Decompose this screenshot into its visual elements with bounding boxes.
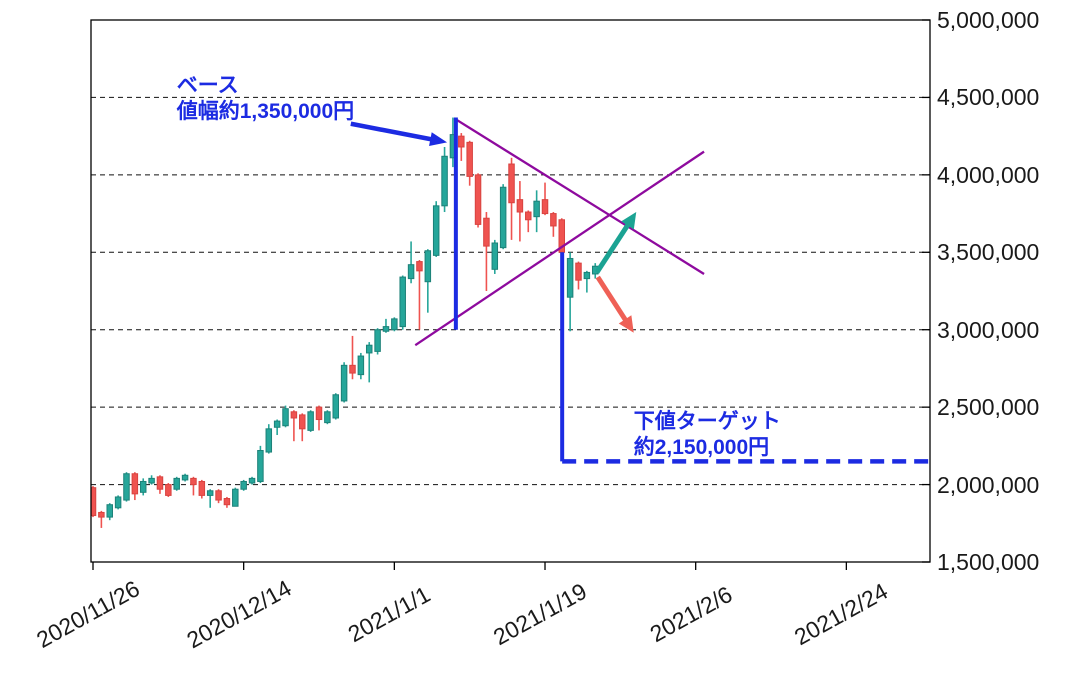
candle-body (114, 496, 122, 509)
candle-body (541, 199, 549, 215)
candle-body (173, 477, 180, 490)
bullish-breakout-arrow (594, 212, 637, 274)
candle-body (198, 480, 206, 496)
candle-body (273, 420, 281, 428)
candle-body (98, 511, 105, 518)
candle-body (148, 477, 155, 484)
candle-body (466, 141, 473, 177)
candle-body (407, 264, 415, 280)
candle-body (508, 163, 515, 204)
candle-body (232, 488, 239, 507)
candle-body (324, 411, 331, 424)
y-axis-tick-label: 2,500,000 (937, 394, 1040, 421)
candle-body (566, 257, 574, 298)
annotation-target-label: 下値ターゲット 約2,150,000円 (634, 409, 781, 461)
candle-body (499, 186, 507, 249)
candle-body (290, 411, 298, 419)
y-axis-tick-label: 4,000,000 (937, 161, 1040, 188)
candle-body (181, 474, 189, 481)
candle-body (374, 329, 381, 352)
candle-body (583, 271, 591, 280)
candle-body (265, 428, 273, 453)
candle-body (156, 476, 164, 490)
candle-body (416, 261, 423, 272)
candle-body (533, 200, 540, 218)
candle-body (131, 473, 139, 495)
candle-body (382, 326, 390, 332)
candle-body (525, 211, 532, 221)
triangle-support-line (414, 150, 705, 347)
annotation-target-title: 下値ターゲット (633, 410, 781, 433)
candle-body (248, 477, 256, 484)
candlestick-series (91, 117, 599, 528)
y-axis-tick-label: 3,000,000 (937, 316, 1040, 343)
candle-body (282, 408, 289, 427)
candle-body (365, 344, 373, 354)
candle-body (139, 480, 147, 493)
plot-border (90, 19, 931, 563)
candle-body (575, 262, 582, 281)
y-axis-tick-label: 3,500,000 (937, 239, 1040, 266)
candle-body (91, 487, 97, 517)
candle-body (240, 480, 247, 490)
candle-body (349, 364, 356, 374)
candle-body (424, 250, 432, 283)
candle-body (106, 504, 113, 518)
bearish-breakdown-arrow (595, 275, 634, 333)
candle-body (190, 477, 197, 486)
annotation-base-value: 値幅約1,350,000円 (176, 99, 355, 123)
candle-body (299, 414, 306, 430)
candle-body (483, 217, 490, 247)
y-axis-tick-label: 5,000,000 (937, 7, 1040, 33)
candle-body (257, 450, 264, 482)
candle-body (307, 411, 314, 431)
candle-body (391, 318, 398, 331)
candle-body (215, 490, 222, 501)
candle-body (432, 205, 440, 256)
candle-body (223, 498, 231, 506)
annotation-base-label: ベース 値幅約1,350,000円 (177, 73, 354, 125)
candle-body (206, 490, 214, 496)
y-axis-tick-label: 1,500,000 (937, 549, 1040, 575)
annotation-target-value: 約2,150,000円 (633, 436, 770, 459)
candle-body (357, 355, 365, 376)
candle-body (441, 155, 448, 207)
y-axis-tick-label: 2,000,000 (937, 471, 1040, 498)
candle-body (550, 213, 557, 227)
annotation-base-title: ベース (176, 73, 239, 97)
candle-body (165, 484, 172, 496)
candle-body (399, 276, 406, 328)
candle-body (340, 364, 348, 402)
candle-body (332, 394, 339, 419)
candle-body (516, 199, 524, 213)
y-axis-tick-label: 4,500,000 (937, 84, 1040, 111)
candle-body (474, 174, 482, 225)
candle-body (491, 242, 499, 270)
candle-body (315, 406, 323, 421)
triangle-resistance-line (453, 117, 705, 275)
candle-body (123, 473, 130, 501)
candle-body (458, 135, 465, 148)
base-pointer-arrow (350, 121, 448, 146)
